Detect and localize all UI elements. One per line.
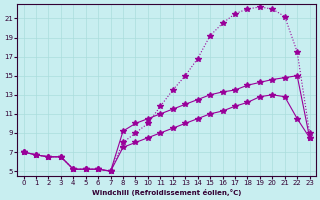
X-axis label: Windchill (Refroidissement éolien,°C): Windchill (Refroidissement éolien,°C) — [92, 189, 241, 196]
